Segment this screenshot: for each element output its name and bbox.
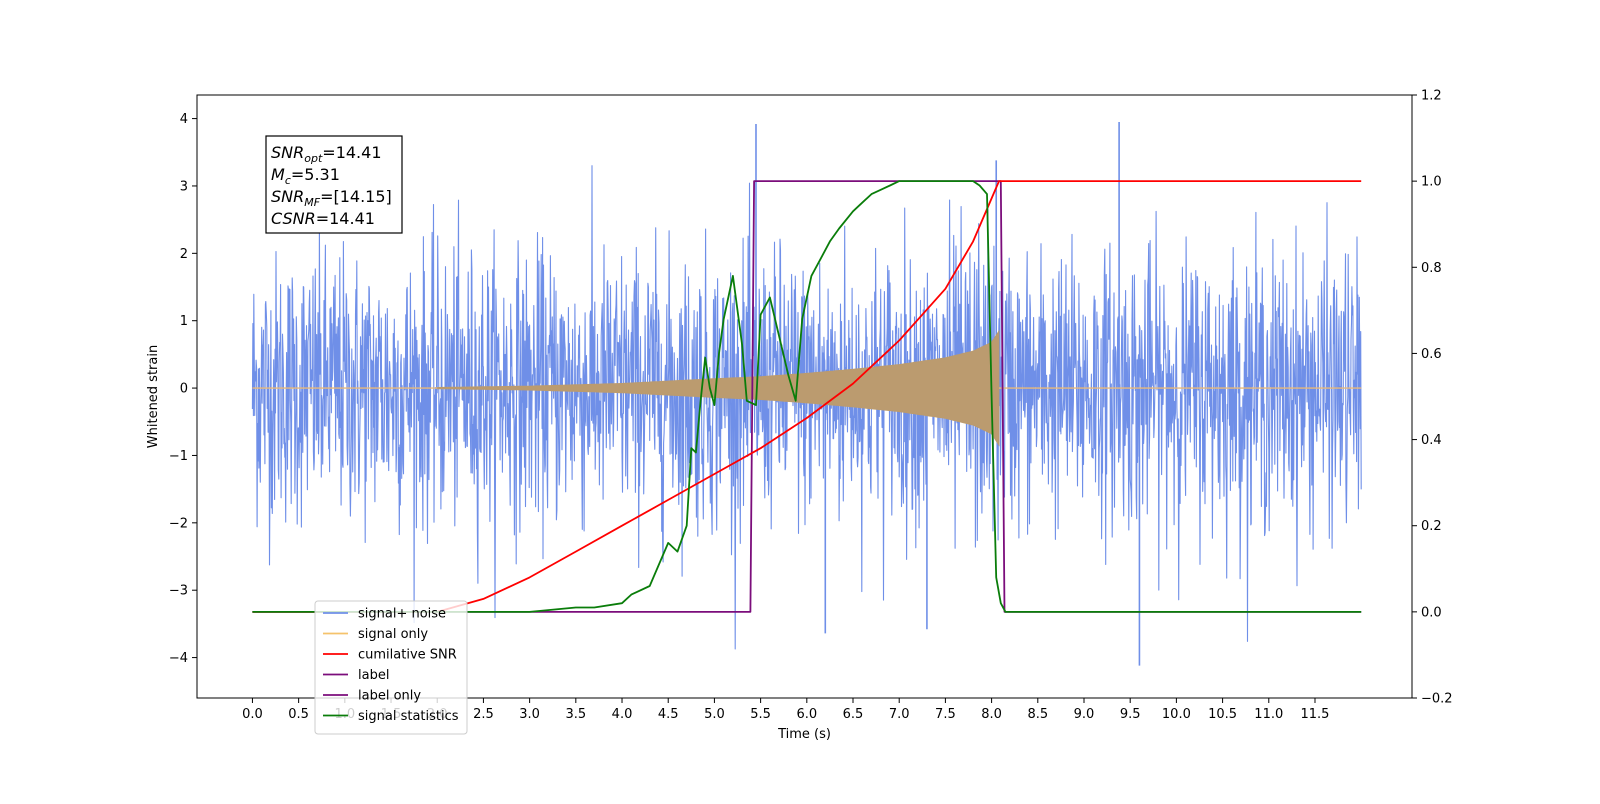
x-tick-label: 6.5 <box>843 707 864 722</box>
x-tick-label: 5.0 <box>704 707 725 722</box>
x-tick-label: 8.5 <box>1027 707 1048 722</box>
y-tick-label: −3 <box>169 584 188 599</box>
x-tick-label: 6.0 <box>796 707 817 722</box>
x-tick-label: 0.5 <box>288 707 309 722</box>
x-tick-label: 10.0 <box>1162 707 1191 722</box>
x-tick-label: 10.5 <box>1208 707 1237 722</box>
y-tick-label: 1 <box>180 314 188 329</box>
y2-tick-label: 0.2 <box>1421 519 1442 534</box>
annotation-mc-value: =5.31 <box>291 165 340 184</box>
y-axis-right: 1.2 1.0 0.8 0.6 0.4 0.2 0.0 −0.2 <box>1412 89 1453 707</box>
y-tick-label: −1 <box>169 449 188 464</box>
y-axis-left: 4 3 2 1 0 −1 −2 −3 −4 <box>169 112 197 666</box>
legend-entry: label <box>358 668 389 683</box>
x-tick-label: 5.5 <box>750 707 771 722</box>
x-tick-label: 8.0 <box>981 707 1002 722</box>
x-tick-label: 11.5 <box>1301 707 1330 722</box>
plot-series-layer <box>251 121 1362 666</box>
y2-tick-label: 1.0 <box>1421 175 1442 190</box>
x-tick-label: 0.0 <box>242 707 263 722</box>
x-tick-label: 11.0 <box>1254 707 1283 722</box>
y2-tick-label: 0.6 <box>1421 347 1442 362</box>
y-tick-label: −2 <box>169 516 188 531</box>
y-tick-label: 4 <box>180 112 188 127</box>
x-tick-label: 4.5 <box>658 707 679 722</box>
x-tick-label: 9.0 <box>1074 707 1095 722</box>
x-tick-label: 7.5 <box>935 707 956 722</box>
x-tick-label: 2.5 <box>473 707 494 722</box>
y2-tick-label: 1.2 <box>1421 89 1442 104</box>
annotation-snr-opt: SNRopt=14.41 <box>271 143 382 165</box>
x-axis-label: Time (s) <box>777 727 831 742</box>
y2-tick-label: 0.8 <box>1421 261 1442 276</box>
plot-frame <box>196 94 1413 699</box>
annotation-csnr: CSNR=14.41 <box>271 209 375 228</box>
annotation-snr-mf-value: =[14.15] <box>320 187 392 206</box>
x-tick-label: 3.0 <box>519 707 540 722</box>
series-signal-only-band <box>436 329 1000 447</box>
y-axis-label: Whitened strain <box>146 345 161 448</box>
series-signal-statistics-line <box>252 180 1362 613</box>
snr-annotation-box: SNRopt=14.41Mc=5.31SNRMF=[14.15]CSNR=14.… <box>265 135 403 234</box>
legend-entry: signal statistics <box>358 709 459 724</box>
x-tick-label: 4.0 <box>612 707 633 722</box>
x-tick-label: 7.0 <box>889 707 910 722</box>
annotation-snr-mf: SNRMF=[14.15] <box>271 187 392 209</box>
y-tick-label: 3 <box>180 179 188 194</box>
y-tick-label: 0 <box>180 382 188 397</box>
y2-tick-label: 0.0 <box>1421 605 1442 620</box>
legend-entry: label only <box>358 689 421 704</box>
y-tick-label: −4 <box>169 651 188 666</box>
series-signal-noise-line <box>251 165 1362 650</box>
legend-entry: signal only <box>358 627 428 642</box>
annotation-csnr-value: =14.41 <box>316 209 375 228</box>
annotation-snr-opt-value: =14.41 <box>322 143 381 162</box>
legend-box <box>314 600 468 735</box>
legend: signal+ noise signal only cumilative SNR la… <box>314 600 468 735</box>
y2-tick-label: −0.2 <box>1421 692 1453 707</box>
x-tick-label: 9.5 <box>1120 707 1141 722</box>
legend-entry: cumilative SNR <box>358 648 457 663</box>
y-tick-label: 2 <box>180 247 188 262</box>
y2-tick-label: 0.4 <box>1421 433 1442 448</box>
x-tick-label: 3.5 <box>565 707 586 722</box>
series-cumulative-snr-line <box>252 180 1362 613</box>
annotation-mc: Mc=5.31 <box>271 165 340 187</box>
annotation-frame <box>265 135 403 234</box>
legend-entry: signal+ noise <box>358 607 446 622</box>
